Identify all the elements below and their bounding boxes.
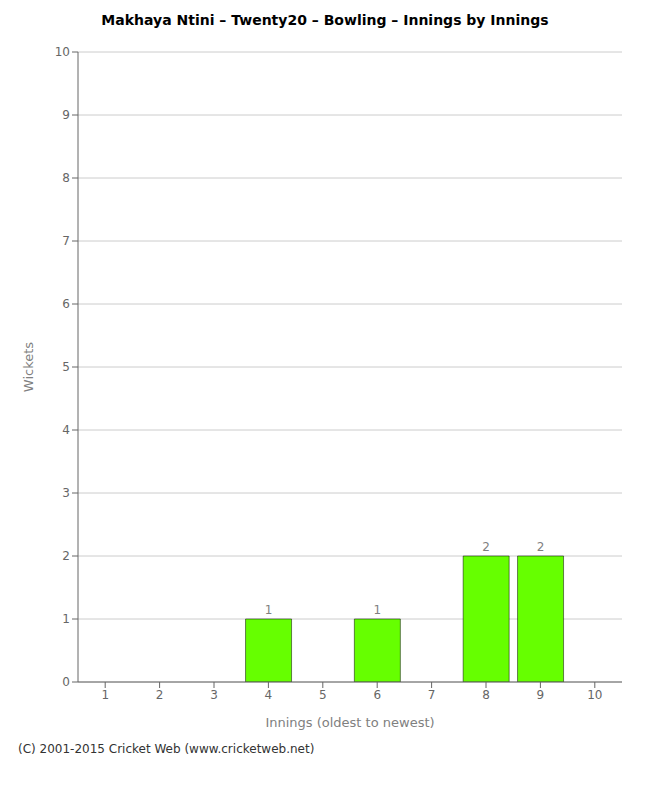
svg-text:4: 4 [62, 423, 70, 437]
svg-text:5: 5 [319, 688, 327, 702]
svg-text:9: 9 [62, 108, 70, 122]
svg-text:6: 6 [62, 297, 70, 311]
svg-text:Innings (oldest to newest): Innings (oldest to newest) [265, 715, 434, 730]
html-text:Makhaya Ntini – Twenty20 – Bow: Makhaya Ntini – Twenty20 – Bowling – Inn… [101, 12, 549, 28]
svg-text:2: 2 [62, 549, 70, 563]
svg-text:1: 1 [62, 612, 70, 626]
svg-text:3: 3 [62, 486, 70, 500]
svg-text:7: 7 [428, 688, 436, 702]
svg-text:8: 8 [62, 171, 70, 185]
svg-text:4: 4 [265, 688, 273, 702]
svg-text:10: 10 [587, 688, 602, 702]
svg-text:9: 9 [537, 688, 545, 702]
svg-text:10: 10 [55, 45, 70, 59]
svg-text:1: 1 [374, 603, 382, 617]
svg-text:7: 7 [62, 234, 70, 248]
svg-text:1: 1 [265, 603, 273, 617]
svg-text:2: 2 [482, 540, 490, 554]
svg-text:8: 8 [482, 688, 490, 702]
svg-text:0: 0 [62, 675, 70, 689]
svg-text:Wickets: Wickets [21, 342, 36, 392]
svg-text:6: 6 [373, 688, 381, 702]
svg-text:1: 1 [101, 688, 109, 702]
svg-text:2: 2 [537, 540, 545, 554]
html-text:(C) 2001-2015 Cricket Web (www: (C) 2001-2015 Cricket Web (www.cricketwe… [18, 742, 315, 756]
svg-text:3: 3 [210, 688, 218, 702]
svg-text:2: 2 [156, 688, 164, 702]
svg-text:5: 5 [62, 360, 70, 374]
